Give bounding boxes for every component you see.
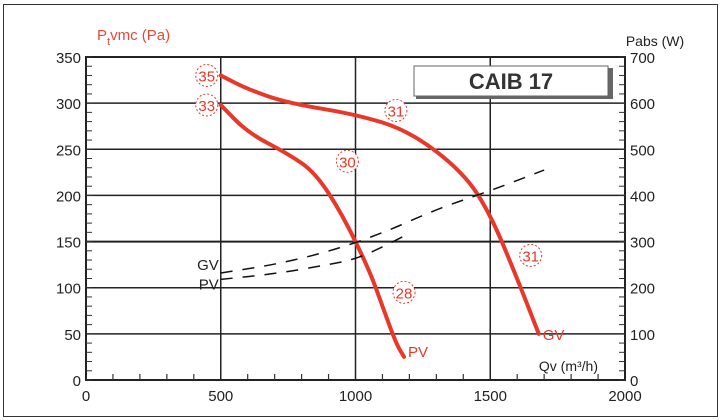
x-tick-label: 0	[82, 388, 90, 405]
y-tick-label-right: 400	[630, 188, 655, 205]
power-curve-label: GV	[197, 257, 219, 274]
y-tick-label-left: 0	[73, 373, 81, 390]
noise-level-circle	[195, 63, 219, 87]
noise-level-label: 31	[522, 248, 539, 265]
y-tick-label-left: 150	[56, 235, 81, 252]
pressure-curve-gv	[218, 73, 541, 336]
noise-level-label: 35	[198, 68, 215, 85]
noise-level-label: 28	[396, 285, 413, 302]
y-axis-title-left: Ptvmc (Pa)	[97, 27, 170, 48]
noise-level-circle	[384, 99, 408, 123]
y-tick-label-left: 350	[56, 50, 81, 67]
pressure-curve-pv	[218, 102, 407, 359]
curve-end-label: GV	[543, 327, 565, 344]
y-tick-label-left: 300	[56, 96, 81, 113]
y-tick-label-right: 700	[630, 50, 655, 67]
x-tick-label: 1500	[474, 388, 507, 405]
y-tick-label-right: 300	[630, 235, 655, 252]
x-tick-label: 2000	[608, 388, 641, 405]
y-tick-label-left: 200	[56, 188, 81, 205]
noise-level-circle	[392, 280, 416, 304]
y-tick-label-right: 100	[630, 327, 655, 344]
y-tick-label-right: 200	[630, 281, 655, 298]
plot-border	[85, 56, 626, 381]
x-tick-label: 500	[208, 388, 233, 405]
y-tick-label-left: 250	[56, 142, 81, 159]
model-title: CAIB 17	[469, 69, 553, 94]
noise-level-label: 31	[388, 104, 405, 121]
noise-level-label: 33	[198, 98, 215, 115]
y-tick-label-right: 500	[630, 142, 655, 159]
noise-level-circle	[335, 149, 359, 173]
y-tick-label-left: 100	[56, 281, 81, 298]
power-curve-pv	[220, 232, 410, 281]
x-axis-title: Qv (m³/h)	[539, 358, 598, 374]
y-tick-label-left: 50	[64, 327, 81, 344]
x-tick-label: 1000	[339, 388, 372, 405]
model-box	[413, 65, 609, 97]
y-tick-label-right: 0	[630, 373, 638, 390]
model-box-shadow	[608, 68, 613, 99]
y-axis-title-right: Pabs (W)	[626, 33, 684, 49]
noise-level-circle	[195, 93, 219, 117]
noise-level-circle	[519, 243, 543, 267]
curve-end-label: PV	[408, 344, 428, 361]
noise-level-label: 30	[339, 154, 356, 171]
model-box-shadow	[416, 96, 612, 99]
power-curve-gv	[220, 169, 545, 274]
power-curve-label: PV	[199, 276, 219, 293]
y-tick-label-right: 600	[630, 96, 655, 113]
